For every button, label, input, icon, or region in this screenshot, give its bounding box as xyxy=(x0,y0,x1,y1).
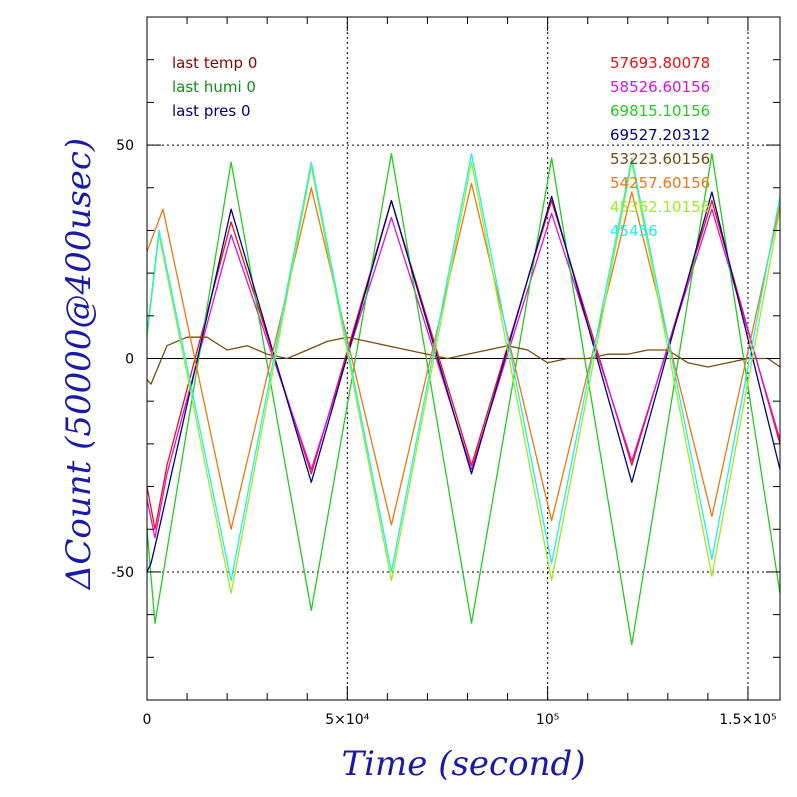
legend-series-label: 69815.10156 xyxy=(610,102,710,120)
legend-label: last humi 0 xyxy=(172,78,256,96)
series-line-1 xyxy=(146,199,781,530)
legend-series-label: 54257.60156 xyxy=(610,174,710,192)
legend-series-label: 69527.20312 xyxy=(610,126,710,144)
x-tick-labels: 0 5×10⁴ 10⁵ 1.5×10⁵ xyxy=(143,712,777,728)
y-tick-label: -50 xyxy=(111,565,134,581)
legend-top-left: last temp 0 last humi 0 last pres 0 xyxy=(172,54,257,120)
legend-label: last temp 0 xyxy=(172,54,257,72)
legend-series-label: 45456 xyxy=(610,222,658,240)
x-axis-title: Time (second) xyxy=(342,744,586,784)
series-line-8 xyxy=(146,152,781,582)
legend-series-label: 58526.60156 xyxy=(610,78,710,96)
y-axis-title: ΔCount (50000@400usec) xyxy=(59,138,99,591)
x-tick-label: 5×10⁴ xyxy=(325,712,369,728)
series-line-2 xyxy=(146,208,781,539)
series-lines xyxy=(146,152,781,646)
legend-series: 57693.80078 58526.60156 69815.10156 69527.2… xyxy=(610,54,710,240)
legend-label: last pres 0 xyxy=(172,102,251,120)
series-line-6 xyxy=(146,182,781,530)
x-tick-label: 10⁵ xyxy=(536,712,559,728)
legend-series-label: 57693.80078 xyxy=(610,54,710,72)
legend-series-label: 53223.60156 xyxy=(610,150,710,168)
y-tick-labels: -50 0 50 xyxy=(111,138,134,581)
series-line-7 xyxy=(146,161,781,594)
axis-ticks xyxy=(146,16,780,701)
series-line-4 xyxy=(146,191,781,573)
x-tick-label: 1.5×10⁵ xyxy=(719,712,776,728)
legend-series-label: 45362.10156 xyxy=(610,198,710,216)
y-tick-label: 0 xyxy=(125,352,134,368)
x-tick-label: 0 xyxy=(143,712,152,728)
series-line-3 xyxy=(146,152,781,646)
series-line-5 xyxy=(146,336,781,385)
y-tick-label: 50 xyxy=(116,138,134,154)
